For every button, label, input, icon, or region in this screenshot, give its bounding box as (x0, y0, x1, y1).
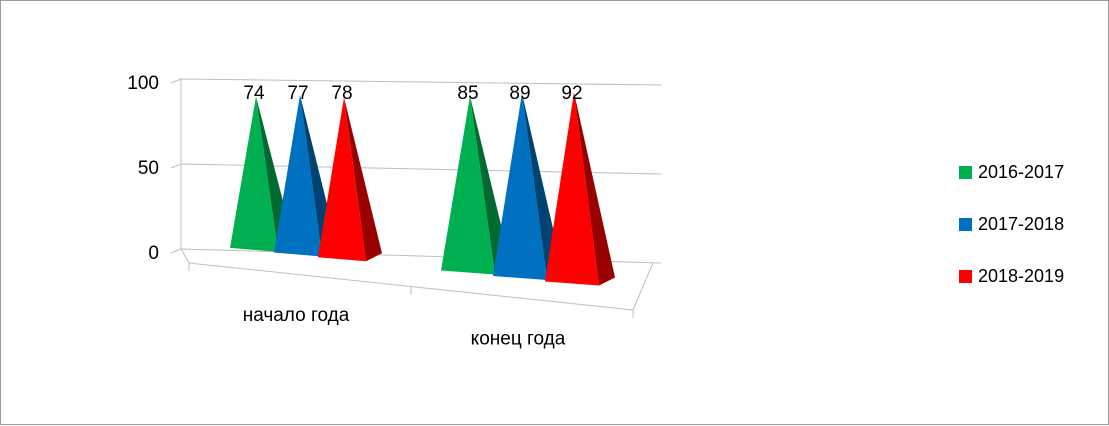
gridline-depth (170, 78, 182, 84)
pyramid-front-face (318, 97, 366, 262)
y-tick-label: 50 (138, 158, 159, 179)
data-label: 77 (287, 83, 308, 104)
gridline-depth (170, 248, 182, 254)
data-label: 89 (509, 83, 530, 104)
gridline (180, 78, 662, 86)
data-label: 74 (243, 83, 265, 104)
pyramid-side-face (574, 92, 615, 286)
x-category-label: начало года (243, 305, 350, 326)
legend-label: 2017-2018 (978, 213, 1065, 234)
y-tick-label: 100 (127, 73, 159, 94)
legend-label: 2016-2017 (978, 161, 1065, 182)
gridline-depth (170, 163, 182, 169)
data-label: 78 (331, 83, 352, 104)
pyramid-bar (545, 92, 615, 286)
legend-swatch (959, 217, 972, 231)
legend-item: 2017-2018 (959, 213, 1064, 235)
legend-item: 2018-2019 (959, 265, 1064, 287)
y-tick-label: 0 (148, 243, 159, 264)
data-label: 92 (561, 83, 582, 104)
pyramid-bar (318, 97, 382, 262)
data-label: 85 (457, 83, 478, 104)
legend-label: 2018-2019 (978, 265, 1065, 286)
pyramid-front-face (274, 94, 322, 257)
pyramid-front-face (230, 96, 278, 252)
legend-swatch (959, 165, 972, 179)
pyramid-front-face (441, 96, 495, 275)
legend: 2016-2017 2017-2018 2018-2019 (959, 161, 1064, 317)
floor-right-edge (632, 262, 654, 311)
x-category-label: конец года (471, 328, 566, 349)
pyramid-front-face (545, 92, 599, 286)
pyramid-front-face (493, 93, 547, 281)
pyramid-side-face (344, 97, 382, 262)
floor-left-edge (180, 248, 190, 264)
legend-item: 2016-2017 (959, 161, 1064, 183)
legend-swatch (959, 269, 972, 283)
